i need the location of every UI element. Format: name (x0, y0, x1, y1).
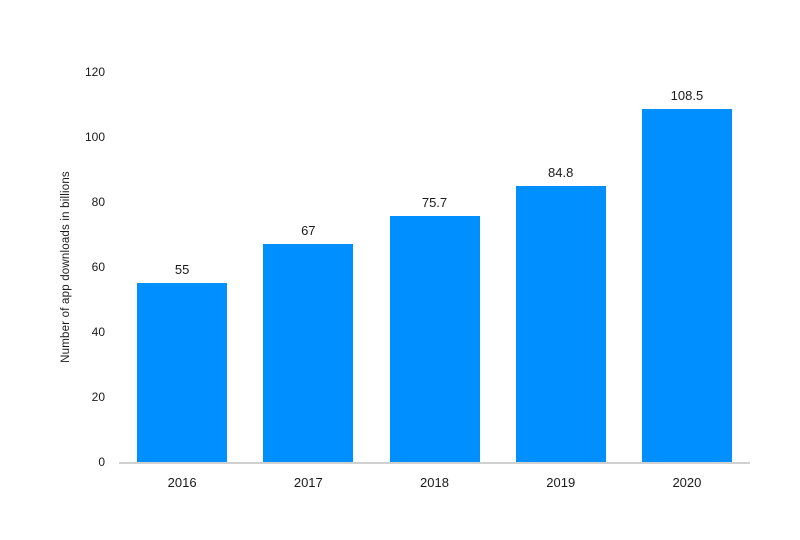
x-axis-label: 2019 (546, 475, 576, 490)
y-tick-label: 20 (91, 390, 105, 405)
x-axis-label: 2020 (672, 475, 702, 490)
x-axis-label: 2017 (293, 475, 323, 490)
bar-slot-2017: 67 2017 (245, 72, 371, 489)
y-tick-label: 80 (91, 195, 105, 210)
bar-value-label: 67 (301, 223, 316, 239)
bar-slot-2018: 75.7 2018 (371, 72, 497, 489)
bar-series: 55 2016 67 2017 75.7 2018 84.8 2019 108.5 2020 (119, 72, 750, 489)
x-axis-label: 2016 (167, 475, 197, 490)
bar-value-label: 84.8 (548, 165, 574, 181)
bar-slot-2019: 84.8 2019 (498, 72, 624, 489)
x-axis-line (119, 462, 750, 464)
y-tick-label: 60 (91, 260, 105, 274)
y-tick-label: 40 (91, 325, 105, 340)
bar-2017 (263, 244, 354, 462)
plot-area: 55 2016 67 2017 75.7 2018 84.8 2019 108.5 2020 (119, 72, 750, 489)
bar-value-label: 55 (174, 262, 190, 278)
bar-2018 (389, 215, 480, 462)
bar-value-label: 75.7 (421, 194, 448, 210)
y-tick-label: 100 (84, 130, 105, 144)
y-tick-label: 120 (84, 65, 105, 79)
y-axis-tick-labels: 0 20 40 60 80 100 120 (58, 66, 105, 468)
bar-2019 (515, 186, 606, 462)
bar-slot-2020: 108.5 2020 (624, 72, 750, 489)
bar-slot-2016: 55 2016 (119, 72, 245, 489)
bar-2020 (641, 109, 732, 462)
y-tick-label: 0 (98, 455, 105, 469)
bar-2016 (137, 283, 228, 462)
bar-value-label: 108.5 (670, 88, 704, 104)
x-axis-label: 2018 (420, 475, 449, 490)
